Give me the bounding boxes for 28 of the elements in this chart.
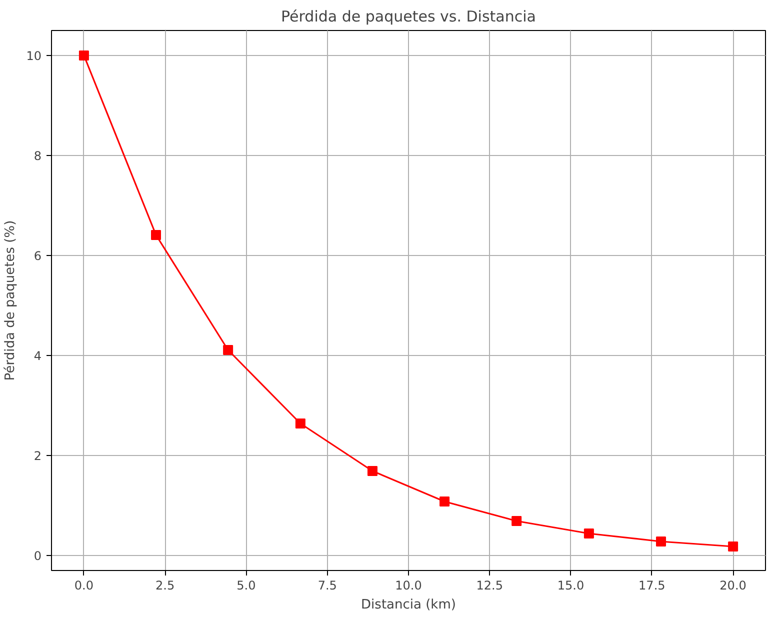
x-tick-label: 10.0 (395, 578, 422, 592)
x-tick-label: 7.5 (318, 578, 337, 592)
point (295, 418, 306, 428)
point (728, 542, 738, 552)
x-tick-label: 17.5 (638, 578, 666, 592)
point (151, 230, 162, 240)
point (584, 528, 594, 538)
y-axis-title: Pérdida de paquetes (%) (3, 220, 18, 381)
point (367, 466, 378, 476)
y-tick-label: 0 (34, 549, 42, 563)
point (656, 536, 666, 546)
y-tick-label: 10 (26, 49, 42, 63)
x-tick-label: 5.0 (236, 578, 256, 592)
x-tick-label: 20.0 (720, 578, 746, 592)
x-tick-label: 0.0 (74, 578, 94, 592)
point (440, 496, 450, 506)
y-tick-label: 8 (34, 149, 42, 163)
point (223, 345, 234, 355)
chart-title: Pérdida de paquetes vs. Distancia (281, 8, 536, 26)
point (512, 516, 522, 526)
y-tick-label: 2 (34, 449, 42, 463)
x-tick-label: 12.5 (476, 578, 503, 592)
y-tick-label: 6 (34, 249, 42, 263)
x-axis-title: Distancia (km) (361, 598, 456, 612)
y-tick-label: 4 (34, 349, 42, 363)
x-tick-label: 15.0 (557, 578, 584, 592)
point (78, 50, 89, 60)
x-tick-label: 2.5 (156, 578, 175, 592)
